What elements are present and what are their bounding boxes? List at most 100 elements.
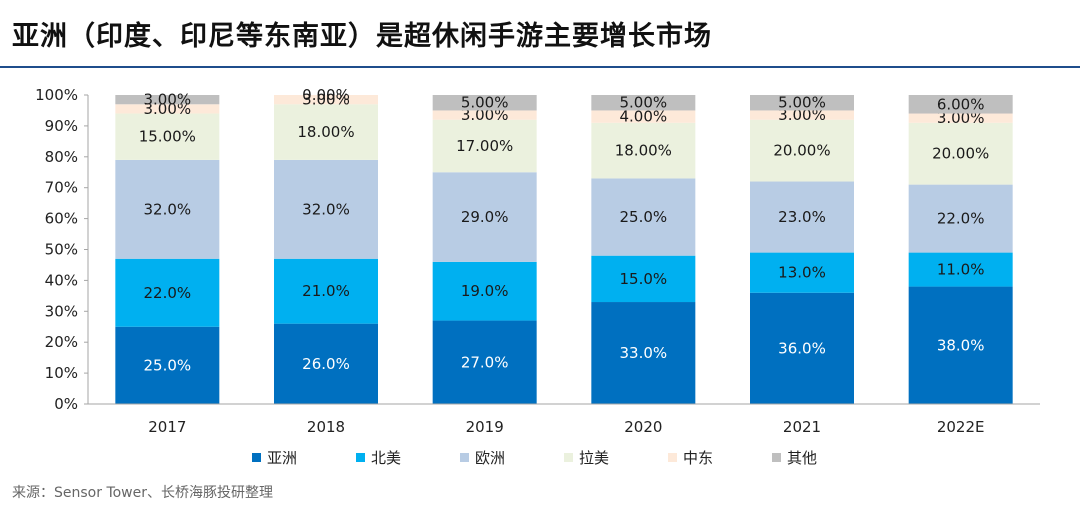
- bar-segment: [908, 113, 1013, 123]
- legend-label: 欧洲: [475, 449, 505, 467]
- y-tick-label: 100%: [35, 86, 78, 104]
- x-tick-label: 2020: [624, 418, 662, 436]
- bar-segment: [591, 255, 696, 303]
- bar-segment: [432, 110, 537, 120]
- legend-swatch: [564, 453, 573, 462]
- legend-swatch: [252, 453, 261, 462]
- chart-title: 亚洲（印度、印尼等东南亚）是超休闲手游主要增长市场: [12, 21, 712, 52]
- x-tick-label: 2019: [466, 418, 504, 436]
- data-label: 18.00%: [615, 142, 672, 160]
- data-label: 5.00%: [461, 94, 509, 112]
- data-label: 3.00%: [144, 91, 192, 109]
- bar-segment: [115, 113, 220, 160]
- data-label: 13.0%: [778, 264, 826, 282]
- bar-segment: [274, 159, 378, 259]
- bar-segment: [591, 95, 696, 111]
- bar-segment: [908, 184, 1013, 253]
- legend-swatch: [772, 453, 781, 462]
- data-label: 19.0%: [461, 282, 509, 300]
- bar-segment: [591, 122, 696, 179]
- data-label: 32.0%: [302, 200, 350, 218]
- bar-segment: [750, 292, 854, 404]
- bar-segment: [432, 320, 537, 404]
- data-label: 25.0%: [620, 208, 668, 226]
- y-tick-label: 70%: [45, 179, 78, 197]
- data-label: 33.0%: [620, 344, 668, 362]
- y-tick-label: 80%: [45, 148, 78, 166]
- bar-segment: [750, 181, 854, 253]
- data-label: 3.00%: [937, 109, 985, 127]
- bar-segment: [750, 252, 854, 293]
- y-tick-label: 50%: [45, 241, 78, 259]
- data-label: 29.0%: [461, 208, 509, 226]
- legend-label: 其他: [787, 449, 817, 467]
- data-label: 5.00%: [620, 94, 668, 112]
- bar-segment: [115, 104, 220, 114]
- y-tick-label: 10%: [45, 364, 78, 382]
- data-label: 15.0%: [620, 270, 668, 288]
- data-label: 25.0%: [144, 356, 192, 374]
- legend-swatch: [356, 453, 365, 462]
- y-tick-label: 20%: [45, 333, 78, 351]
- bar-segment: [591, 302, 696, 404]
- legend-label: 北美: [371, 449, 401, 467]
- bar-segment: [274, 258, 378, 324]
- bar-segment: [274, 323, 378, 404]
- data-label: 3.00%: [302, 91, 350, 109]
- source-note: 来源：Sensor Tower、长桥海豚投研整理: [12, 485, 273, 501]
- bar-segment: [432, 261, 537, 321]
- bar-segment: [115, 159, 220, 259]
- data-label: 21.0%: [302, 282, 350, 300]
- data-label: 3.00%: [144, 100, 192, 118]
- bar-segment: [591, 110, 696, 123]
- bar-segment: [274, 104, 378, 160]
- data-label: 20.00%: [773, 142, 830, 160]
- y-tick-label: 0%: [54, 395, 78, 413]
- y-tick-label: 30%: [45, 302, 78, 320]
- data-label: 22.0%: [144, 284, 192, 302]
- data-label: 3.00%: [778, 106, 826, 124]
- bar-segment: [750, 95, 854, 111]
- bar-segment: [274, 95, 378, 105]
- bar-segment: [908, 252, 1013, 287]
- legend-label: 拉美: [579, 449, 609, 467]
- data-label: 0.00%: [302, 86, 350, 104]
- bar-segment: [750, 119, 854, 182]
- data-label: 5.00%: [778, 94, 826, 112]
- y-tick-label: 40%: [45, 271, 78, 289]
- x-tick-label: 2022E: [937, 418, 985, 436]
- data-label: 18.00%: [297, 123, 354, 141]
- bar-segment: [115, 326, 220, 404]
- data-label: 20.00%: [932, 145, 989, 163]
- bar-segment: [432, 172, 537, 262]
- data-label: 17.00%: [456, 137, 513, 155]
- legend-label: 亚洲: [267, 449, 297, 467]
- data-label: 38.0%: [937, 336, 985, 354]
- x-tick-label: 2017: [148, 418, 186, 436]
- data-label: 36.0%: [778, 339, 826, 357]
- data-label: 11.0%: [937, 261, 985, 279]
- bar-segment: [908, 122, 1013, 185]
- bar-segment: [908, 95, 1013, 114]
- bar-segment: [432, 95, 537, 111]
- x-tick-label: 2021: [783, 418, 821, 436]
- data-label: 6.00%: [937, 95, 985, 113]
- data-label: 23.0%: [778, 208, 826, 226]
- data-label: 3.00%: [461, 106, 509, 124]
- x-tick-label: 2018: [307, 418, 345, 436]
- legend-swatch: [460, 453, 469, 462]
- data-label: 32.0%: [144, 200, 192, 218]
- data-label: 22.0%: [937, 210, 985, 228]
- bar-segment: [591, 178, 696, 256]
- bar-segment: [115, 258, 220, 327]
- bar-segment: [908, 286, 1013, 404]
- data-label: 27.0%: [461, 353, 509, 371]
- y-tick-label: 90%: [45, 117, 78, 135]
- y-tick-label: 60%: [45, 210, 78, 228]
- data-label: 15.00%: [139, 128, 196, 146]
- title-divider: [0, 66, 1080, 68]
- legend-label: 中东: [683, 449, 713, 467]
- legend-swatch: [668, 453, 677, 462]
- data-label: 4.00%: [620, 108, 668, 126]
